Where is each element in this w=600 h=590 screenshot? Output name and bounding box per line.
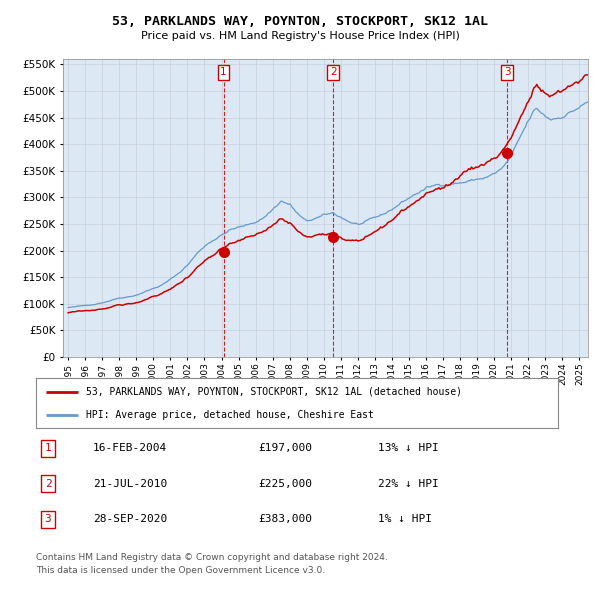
- Text: £383,000: £383,000: [258, 514, 312, 524]
- Text: 2: 2: [330, 67, 337, 77]
- Text: HPI: Average price, detached house, Cheshire East: HPI: Average price, detached house, Ches…: [86, 410, 373, 420]
- Text: Contains HM Land Registry data © Crown copyright and database right 2024.: Contains HM Land Registry data © Crown c…: [36, 553, 388, 562]
- Text: £225,000: £225,000: [258, 479, 312, 489]
- Text: 1: 1: [220, 67, 227, 77]
- Text: 3: 3: [44, 514, 52, 524]
- Text: 28-SEP-2020: 28-SEP-2020: [93, 514, 167, 524]
- Text: 53, PARKLANDS WAY, POYNTON, STOCKPORT, SK12 1AL (detached house): 53, PARKLANDS WAY, POYNTON, STOCKPORT, S…: [86, 386, 461, 396]
- Text: 53, PARKLANDS WAY, POYNTON, STOCKPORT, SK12 1AL: 53, PARKLANDS WAY, POYNTON, STOCKPORT, S…: [112, 15, 488, 28]
- Text: 3: 3: [504, 67, 511, 77]
- Text: 22% ↓ HPI: 22% ↓ HPI: [378, 479, 439, 489]
- Text: £197,000: £197,000: [258, 444, 312, 453]
- Text: This data is licensed under the Open Government Licence v3.0.: This data is licensed under the Open Gov…: [36, 566, 325, 575]
- Text: 16-FEB-2004: 16-FEB-2004: [93, 444, 167, 453]
- Text: 13% ↓ HPI: 13% ↓ HPI: [378, 444, 439, 453]
- Text: 1: 1: [44, 444, 52, 453]
- Text: Price paid vs. HM Land Registry's House Price Index (HPI): Price paid vs. HM Land Registry's House …: [140, 31, 460, 41]
- Text: 2: 2: [44, 479, 52, 489]
- Text: 21-JUL-2010: 21-JUL-2010: [93, 479, 167, 489]
- Text: 1% ↓ HPI: 1% ↓ HPI: [378, 514, 432, 524]
